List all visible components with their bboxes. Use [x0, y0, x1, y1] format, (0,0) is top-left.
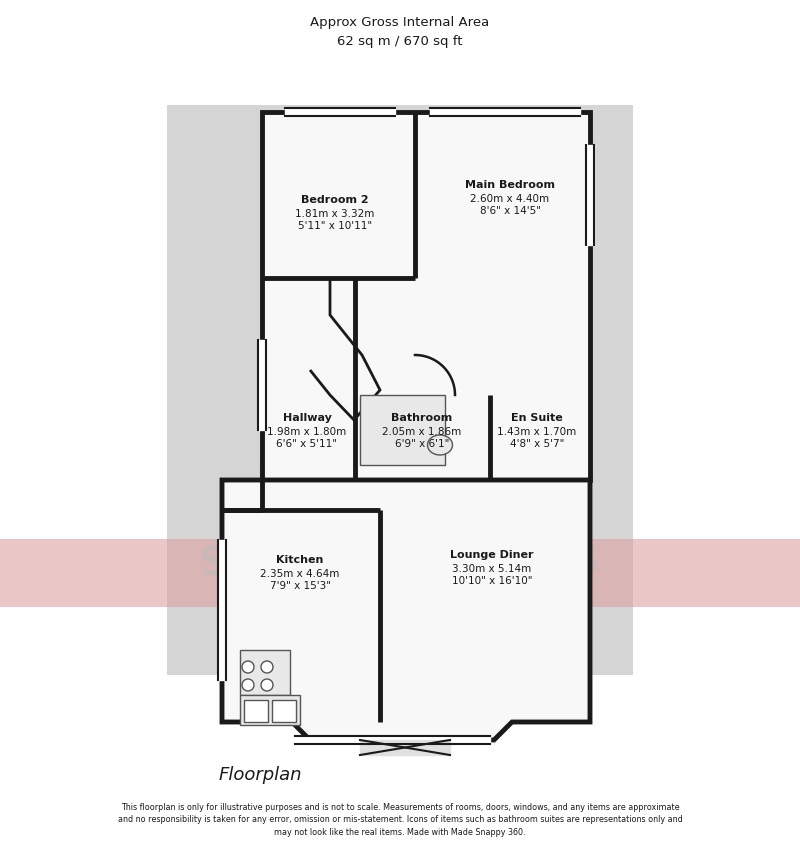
- Text: 6'6" x 5'11": 6'6" x 5'11": [277, 439, 338, 449]
- Bar: [272, 700, 296, 722]
- Text: 5'11" x 10'11": 5'11" x 10'11": [298, 221, 372, 231]
- Bar: [244, 700, 268, 722]
- Bar: [0, 539, 800, 607]
- Text: This floorplan is only for illustrative purposes and is not to scale. Measuremen: This floorplan is only for illustrative …: [118, 803, 682, 837]
- Text: Bathroom: Bathroom: [391, 413, 453, 423]
- Text: Main Bedroom: Main Bedroom: [465, 180, 555, 190]
- Polygon shape: [222, 480, 590, 740]
- Text: 7'9" x 15'3": 7'9" x 15'3": [270, 581, 330, 591]
- Bar: [167, 105, 633, 675]
- Circle shape: [242, 661, 254, 673]
- Text: 2.60m x 4.40m: 2.60m x 4.40m: [470, 194, 550, 204]
- Bar: [240, 695, 300, 725]
- Text: Lounge Diner: Lounge Diner: [450, 550, 534, 560]
- Text: Kitchen: Kitchen: [276, 555, 324, 565]
- Text: Hallway: Hallway: [282, 413, 331, 423]
- Text: 1.98m x 1.80m: 1.98m x 1.80m: [267, 427, 346, 437]
- Text: 10'10" x 16'10": 10'10" x 16'10": [452, 576, 532, 586]
- Polygon shape: [262, 112, 590, 480]
- Text: 4'8" x 5'7": 4'8" x 5'7": [510, 439, 564, 449]
- Text: 8'6" x 14'5": 8'6" x 14'5": [479, 206, 541, 216]
- Text: 6'9" x 6'1": 6'9" x 6'1": [395, 439, 449, 449]
- Text: 2.05m x 1.86m: 2.05m x 1.86m: [382, 427, 462, 437]
- Text: Floorplan: Floorplan: [218, 766, 302, 784]
- Circle shape: [242, 679, 254, 691]
- Text: Approx Gross Internal Area
62 sq m / 670 sq ft: Approx Gross Internal Area 62 sq m / 670…: [310, 16, 490, 48]
- Text: SALES & LISTINGS: SALES & LISTINGS: [200, 546, 600, 584]
- Bar: [360, 395, 445, 465]
- Text: En Suite: En Suite: [511, 413, 563, 423]
- Text: 3.30m x 5.14m: 3.30m x 5.14m: [452, 564, 532, 574]
- Circle shape: [261, 679, 273, 691]
- Text: 1.43m x 1.70m: 1.43m x 1.70m: [498, 427, 577, 437]
- Text: 2.35m x 4.64m: 2.35m x 4.64m: [260, 569, 340, 579]
- Text: Bedroom 2: Bedroom 2: [301, 195, 369, 205]
- Text: HOMES: HOMES: [252, 456, 548, 525]
- Bar: [240, 650, 290, 695]
- Circle shape: [261, 661, 273, 673]
- Ellipse shape: [427, 435, 453, 455]
- Text: 1.81m x 3.32m: 1.81m x 3.32m: [295, 209, 374, 219]
